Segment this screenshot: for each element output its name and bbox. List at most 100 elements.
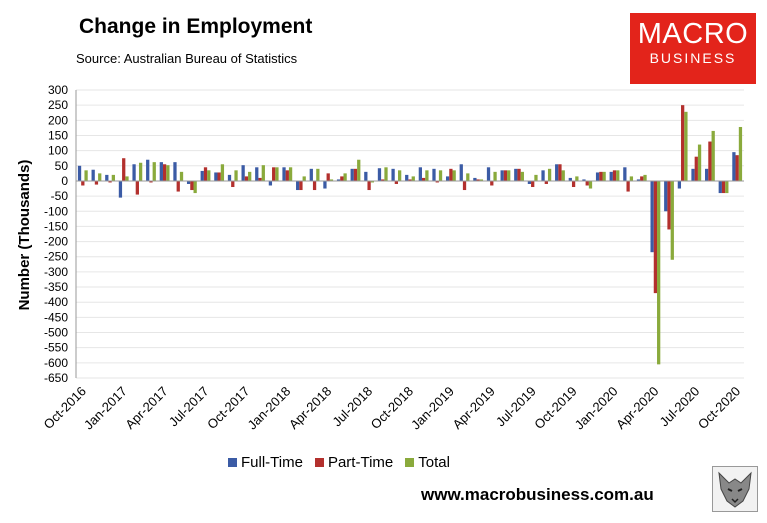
bar-total-may-2017 (179, 171, 184, 181)
bar-part-time-dec-2017 (272, 167, 276, 181)
bar-part-time-oct-2018 (408, 179, 412, 181)
bar-part-time-jan-2018 (285, 170, 289, 181)
bar-total-jul-2019 (534, 174, 538, 181)
y-tick-label: -250 (44, 250, 68, 264)
bar-total-jan-2019 (452, 170, 456, 181)
bar-part-time-aug-2020 (708, 141, 712, 181)
bar-total-apr-2018 (329, 179, 334, 181)
bar-part-time-feb-2017 (135, 180, 139, 195)
bar-total-jul-2017 (207, 170, 211, 181)
y-tick-label: 0 (61, 174, 68, 188)
bars (77, 105, 743, 365)
bar-full-time-oct-2018 (405, 174, 409, 181)
bar-total-jun-2020 (684, 111, 688, 181)
bar-total-apr-2020 (657, 180, 661, 365)
bar-part-time-may-2017 (176, 180, 180, 192)
bar-total-aug-2020 (711, 130, 715, 181)
bar-full-time-oct-2016 (77, 165, 82, 181)
bar-part-time-aug-2018 (381, 179, 385, 181)
legend-label-total: Total (418, 454, 450, 471)
bar-part-time-oct-2019 (571, 180, 576, 188)
bar-part-time-jun-2017 (190, 180, 194, 191)
legend-item-full-time: Full-Time (228, 454, 303, 471)
chart-source: Source: Australian Bureau of Statistics (76, 51, 298, 66)
bar-total-jan-2017 (125, 176, 129, 181)
bar-total-oct-2017 (248, 171, 252, 181)
bar-full-time-jul-2017 (200, 170, 204, 181)
legend-swatch-part-time (314, 458, 324, 467)
y-tick-label: -350 (44, 280, 68, 294)
bar-total-oct-2020 (738, 126, 743, 181)
y-tick-label: -500 (44, 326, 68, 340)
bar-full-time-may-2017 (173, 162, 177, 181)
bar-full-time-apr-2020 (650, 180, 654, 253)
legend-swatch-full-time (228, 458, 237, 467)
bar-part-time-apr-2017 (162, 164, 167, 181)
bar-part-time-may-2020 (667, 180, 671, 230)
logo-text-macro: MACRO (637, 18, 749, 50)
legend-item-total: Total (405, 454, 450, 471)
bar-total-feb-2019 (466, 173, 470, 181)
bar-part-time-oct-2020 (735, 155, 739, 181)
bar-part-time-jul-2019 (531, 180, 535, 188)
x-tick-label: Apr-2018 (286, 384, 334, 432)
axes (75, 90, 744, 378)
bar-full-time-nov-2017 (255, 167, 259, 181)
bar-full-time-may-2018 (336, 179, 341, 181)
bar-full-time-feb-2017 (132, 164, 136, 181)
bar-total-dec-2019 (602, 171, 606, 181)
x-tick-label: Jan-2020 (572, 384, 621, 433)
bar-total-dec-2016 (111, 174, 115, 181)
bar-full-time-dec-2017 (268, 180, 273, 186)
bar-part-time-apr-2018 (326, 173, 330, 181)
bar-part-time-jul-2018 (367, 180, 371, 191)
x-tick-label: Oct-2017 (204, 384, 252, 432)
bar-full-time-jan-2020 (609, 171, 613, 181)
bar-total-may-2020 (670, 180, 674, 260)
bar-total-dec-2017 (275, 167, 279, 181)
bar-part-time-dec-2019 (599, 171, 603, 181)
bar-part-time-dec-2018 (435, 180, 439, 183)
x-tick-label: Oct-2016 (41, 384, 89, 432)
bar-full-time-dec-2019 (595, 172, 600, 181)
bar-total-feb-2020 (629, 176, 634, 181)
website-url: www.macrobusiness.com.au (421, 485, 654, 504)
bar-full-time-jan-2018 (282, 167, 286, 181)
x-tick-label: Oct-2020 (695, 384, 743, 432)
x-tick-label: Jan-2017 (81, 384, 130, 433)
bar-total-oct-2018 (411, 176, 415, 181)
bar-total-jul-2018 (370, 180, 375, 183)
y-tick-label: -400 (44, 295, 68, 309)
bar-full-time-aug-2017 (214, 172, 218, 181)
bar-full-time-mar-2019 (473, 177, 477, 181)
bar-full-time-sep-2019 (555, 164, 559, 181)
bar-part-time-sep-2017 (231, 180, 235, 188)
bar-total-sep-2020 (725, 180, 729, 194)
bar-total-feb-2017 (138, 162, 143, 181)
bar-part-time-jul-2020 (694, 156, 698, 181)
bar-part-time-apr-2020 (653, 180, 658, 294)
bar-part-time-nov-2017 (258, 177, 262, 181)
bar-part-time-apr-2019 (490, 180, 494, 186)
bar-part-time-aug-2019 (544, 180, 548, 184)
y-tick-label: 50 (55, 159, 69, 173)
legend-swatch-total (405, 458, 415, 467)
bar-total-may-2018 (343, 173, 347, 181)
x-tick-label: Jan-2018 (244, 384, 293, 433)
bar-part-time-feb-2019 (462, 180, 467, 191)
y-tick-label: -650 (44, 371, 68, 385)
bar-part-time-may-2018 (340, 176, 344, 181)
bar-part-time-sep-2020 (721, 180, 726, 194)
legend: Full-Time Part-Time Total (228, 454, 450, 471)
legend-label-full-time: Full-Time (241, 454, 303, 471)
bar-total-aug-2018 (384, 167, 388, 181)
bar-total-aug-2017 (220, 164, 225, 181)
bar-part-time-jan-2020 (612, 170, 617, 181)
chart-title: Change in Employment (79, 15, 313, 38)
bar-total-may-2019 (507, 170, 511, 181)
bar-total-nov-2019 (588, 180, 593, 189)
bar-part-time-mar-2019 (476, 179, 480, 181)
bar-full-time-dec-2016 (105, 174, 109, 181)
y-tick-label: -200 (44, 235, 68, 249)
bar-total-dec-2018 (438, 170, 443, 181)
